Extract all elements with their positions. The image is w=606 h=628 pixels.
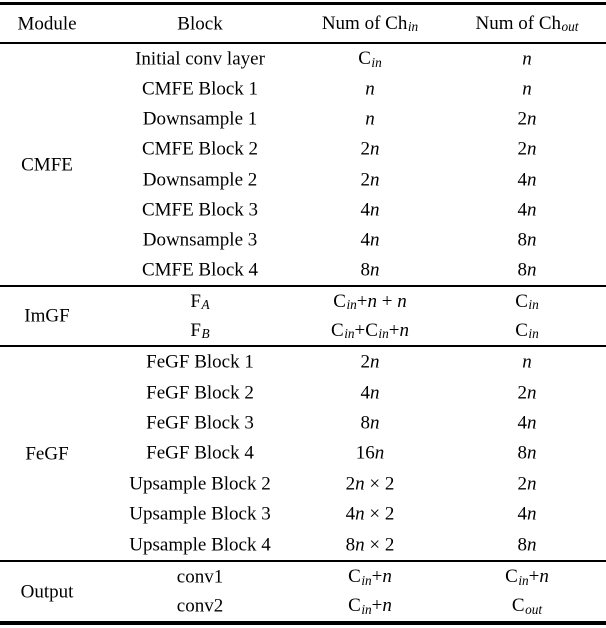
table-bottom-rule: [0, 621, 606, 625]
cell-block: CMFE Block 4: [141, 259, 259, 281]
module-label-fegf: FeGF: [25, 443, 69, 464]
cell-block: FeGF Block 2: [146, 382, 254, 404]
header-module: Module: [17, 13, 77, 34]
cell-block: Upsample Block 3: [129, 503, 271, 525]
cell-num-ch-out: n: [522, 78, 532, 100]
table-row: FeGF Block 3 8n 4n: [0, 408, 606, 438]
section-rule: [0, 285, 606, 287]
cell-num-ch-out: 4n: [517, 169, 537, 191]
cell-block: Downsample 1: [142, 108, 258, 130]
cell-num-ch-in: 4n × 2: [345, 503, 395, 525]
cell-num-ch-out: Cin+n: [505, 565, 549, 588]
cell-block: CMFE Block 2: [141, 138, 259, 160]
cell-num-ch-in: Cin: [358, 47, 382, 70]
cell-num-ch-out: n: [522, 351, 532, 373]
cell-num-ch-out: 8n: [517, 259, 537, 281]
cell-num-ch-in: 4n: [360, 229, 380, 251]
table-row: CMFE Block 1 n n: [0, 74, 606, 104]
cell-num-ch-in: 2n × 2: [345, 473, 395, 495]
cell-block: FA: [190, 290, 210, 313]
cell-num-ch-in: n: [365, 78, 375, 100]
cell-num-ch-out: 2n: [517, 382, 537, 404]
table-row: CMFE Block 3 4n 4n: [0, 195, 606, 225]
cell-block: CMFE Block 3: [141, 199, 259, 221]
cell-num-ch-out: 4n: [517, 199, 537, 221]
header-num-ch-out: Num of Chout: [475, 12, 579, 35]
table-row: CMFE Block 4 8n 8n: [0, 255, 606, 285]
table-row: conv2 Cin+n Cout: [0, 592, 606, 622]
table-row: Downsample 3 4n 8n: [0, 225, 606, 255]
section-imgf: ImGF FA Cin+n + n Cin FB Cin+Cin+n Cin: [0, 287, 606, 345]
table-row: Upsample Block 2 2n × 2 2n: [0, 469, 606, 499]
cell-block: Upsample Block 2: [129, 473, 271, 495]
table-row: conv1 Cin+n Cin+n: [0, 562, 606, 592]
cell-num-ch-in: 8n: [360, 259, 380, 281]
table-header-row: Module Block Num of Chin Num of Chout: [0, 5, 606, 42]
cell-num-ch-out: 4n: [517, 412, 537, 434]
table-row: FeGF Block 2 4n 2n: [0, 377, 606, 407]
cell-num-ch-in: Cin+Cin+n: [331, 319, 409, 342]
cell-num-ch-in: 2n: [360, 169, 380, 191]
cell-block: FeGF Block 1: [146, 351, 254, 373]
cell-num-ch-out: Cout: [511, 595, 543, 618]
table-row: CMFE Block 2 2n 2n: [0, 134, 606, 164]
table-row: Upsample Block 4 8n × 2 8n: [0, 530, 606, 560]
module-label-cmfe: CMFE: [21, 154, 73, 175]
section-fegf: FeGF FeGF Block 1 2n n FeGF Block 2 4n 2…: [0, 347, 606, 560]
cell-block: FB: [190, 319, 210, 342]
cell-num-ch-in: 8n: [360, 412, 380, 434]
cell-num-ch-in: 8n × 2: [345, 534, 395, 556]
cell-num-ch-out: n: [522, 48, 532, 70]
cell-num-ch-in: 16n: [355, 442, 385, 464]
module-label-imgf: ImGF: [24, 305, 70, 327]
cell-num-ch-in: Cin+n: [348, 595, 392, 618]
module-label-output: Output: [20, 581, 74, 602]
cell-block: FeGF Block 4: [146, 442, 254, 464]
table-row: Downsample 1 n 2n: [0, 104, 606, 134]
cell-num-ch-in: 2n: [360, 138, 380, 160]
cell-num-ch-out: 8n: [517, 442, 537, 464]
cell-num-ch-in: 4n: [360, 382, 380, 404]
cell-block: conv1: [176, 566, 224, 588]
section-cmfe: CMFE Initial conv layer Cin n CMFE Block…: [0, 44, 606, 285]
header-block: Block: [177, 13, 223, 34]
cell-block: FeGF Block 3: [146, 412, 254, 434]
section-rule: [0, 560, 606, 562]
table-row: FB Cin+Cin+n Cin: [0, 316, 606, 345]
cell-block: CMFE Block 1: [141, 78, 259, 100]
cell-block: Downsample 3: [142, 229, 258, 251]
table-row: FA Cin+n + n Cin: [0, 287, 606, 316]
table-row: Upsample Block 3 4n × 2 4n: [0, 499, 606, 529]
table-row: FeGF Block 4 16n 8n: [0, 438, 606, 468]
cell-block: Initial conv layer: [135, 48, 265, 70]
cell-num-ch-out: 4n: [517, 503, 537, 525]
cell-num-ch-in: 4n: [360, 199, 380, 221]
cell-num-ch-out: Cin: [515, 290, 539, 313]
cell-block: Upsample Block 4: [129, 534, 271, 556]
cell-num-ch-out: 2n: [517, 108, 537, 130]
cell-num-ch-out: Cin: [515, 319, 539, 342]
cell-num-ch-in: Cin+n + n: [333, 290, 407, 313]
table-row: Downsample 2 2n 4n: [0, 165, 606, 195]
cell-block: Downsample 2: [142, 169, 258, 191]
cell-num-ch-in: 2n: [360, 351, 380, 373]
section-output: Output conv1 Cin+n Cin+n conv2 Cin+n Cou…: [0, 562, 606, 621]
section-rule: [0, 345, 606, 347]
cell-num-ch-out: 2n: [517, 138, 537, 160]
cell-num-ch-out: 2n: [517, 473, 537, 495]
cell-num-ch-in: n: [365, 108, 375, 130]
table-top-rule: [0, 2, 606, 5]
table-row: Initial conv layer Cin n: [0, 44, 606, 74]
cell-num-ch-in: Cin+n: [348, 565, 392, 588]
cell-block: conv2: [176, 595, 224, 617]
table-row: FeGF Block 1 2n n: [0, 347, 606, 377]
header-num-ch-in: Num of Chin: [321, 12, 419, 35]
header-rule: [0, 42, 606, 44]
cell-num-ch-out: 8n: [517, 229, 537, 251]
cell-num-ch-out: 8n: [517, 534, 537, 556]
